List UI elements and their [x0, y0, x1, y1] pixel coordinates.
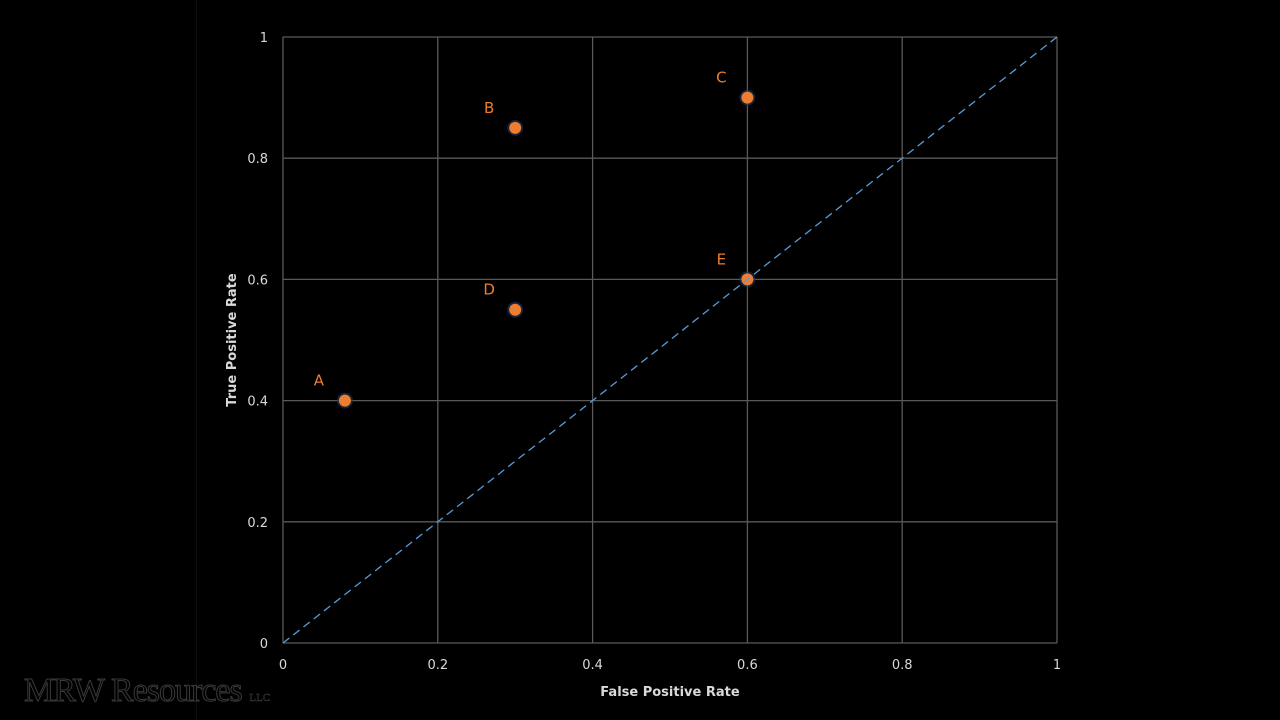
- random-classifier-diagonal: [282, 36, 1058, 644]
- x-tick-label: 0.2: [427, 658, 448, 673]
- data-point-d: D: [483, 281, 524, 318]
- point-label: B: [484, 99, 494, 117]
- watermark-logo: MRW Resources LLC: [24, 672, 271, 710]
- y-tick-label: 0.4: [247, 395, 268, 410]
- y-tick-label: 1: [260, 31, 268, 46]
- y-axis-title: True Positive Rate: [225, 273, 240, 407]
- x-tick-label: 0.4: [582, 658, 603, 673]
- x-axis-ticks: 0 0.2 0.4 0.6 0.8 1: [279, 658, 1061, 673]
- point-label: E: [717, 250, 726, 268]
- y-axis-ticks: 0 0.2 0.4 0.6 0.8 1: [247, 31, 268, 652]
- point-label: A: [314, 372, 325, 390]
- watermark-suffix: LLC: [249, 692, 271, 705]
- y-tick-label: 0: [260, 637, 268, 652]
- point-label: C: [716, 69, 726, 87]
- x-tick-label: 0.8: [892, 658, 913, 673]
- data-point-c: C: [716, 69, 756, 106]
- watermark-text: MRW Resources: [24, 672, 244, 710]
- y-tick-label: 0.8: [247, 152, 268, 167]
- data-points: A B C D E: [314, 69, 756, 409]
- slide-divider-line: [196, 0, 197, 720]
- point-label: D: [483, 281, 495, 299]
- x-tick-label: 0.6: [737, 658, 758, 673]
- y-tick-label: 0.2: [247, 516, 268, 531]
- x-axis-title: False Positive Rate: [600, 685, 740, 700]
- x-tick-label: 1: [1053, 658, 1061, 673]
- y-tick-label: 0.6: [247, 273, 268, 288]
- x-tick-label: 0: [279, 658, 287, 673]
- data-point-e: E: [717, 250, 756, 288]
- data-point-b: B: [484, 99, 524, 136]
- chart-gridlines: [282, 36, 1058, 644]
- data-point-a: A: [314, 372, 353, 409]
